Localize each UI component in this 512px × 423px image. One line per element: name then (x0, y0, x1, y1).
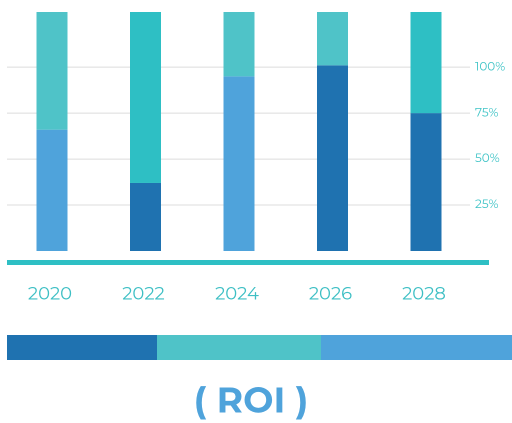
y-tick-label: 50% (475, 151, 500, 166)
bar-segment (317, 65, 348, 251)
x-tick-label: 2028 (402, 283, 446, 305)
bar-segment (410, 113, 442, 251)
y-tick-label: 25% (475, 197, 498, 212)
x-tick-label: 2026 (309, 283, 352, 305)
x-tick-label: 2022 (122, 283, 165, 305)
color-strip (321, 335, 512, 360)
y-tick-label: 100% (475, 59, 505, 74)
x-axis (7, 260, 489, 265)
bar-segment (130, 182, 161, 251)
y-tick-label: 75% (475, 105, 499, 120)
bar-segment (410, 12, 442, 114)
bars (36, 12, 442, 251)
bar-segment (317, 12, 348, 66)
bar-segment (223, 12, 255, 77)
bar-segment (130, 12, 161, 183)
bar-segment (36, 12, 68, 130)
x-tick-label: 2020 (28, 283, 72, 305)
color-strip (7, 335, 157, 360)
bar-segment (223, 76, 255, 251)
bar-segment (36, 129, 68, 251)
x-tick-label: 2024 (215, 283, 259, 305)
chart-title: ( ROI ) (194, 379, 309, 423)
color-strip (157, 335, 321, 360)
